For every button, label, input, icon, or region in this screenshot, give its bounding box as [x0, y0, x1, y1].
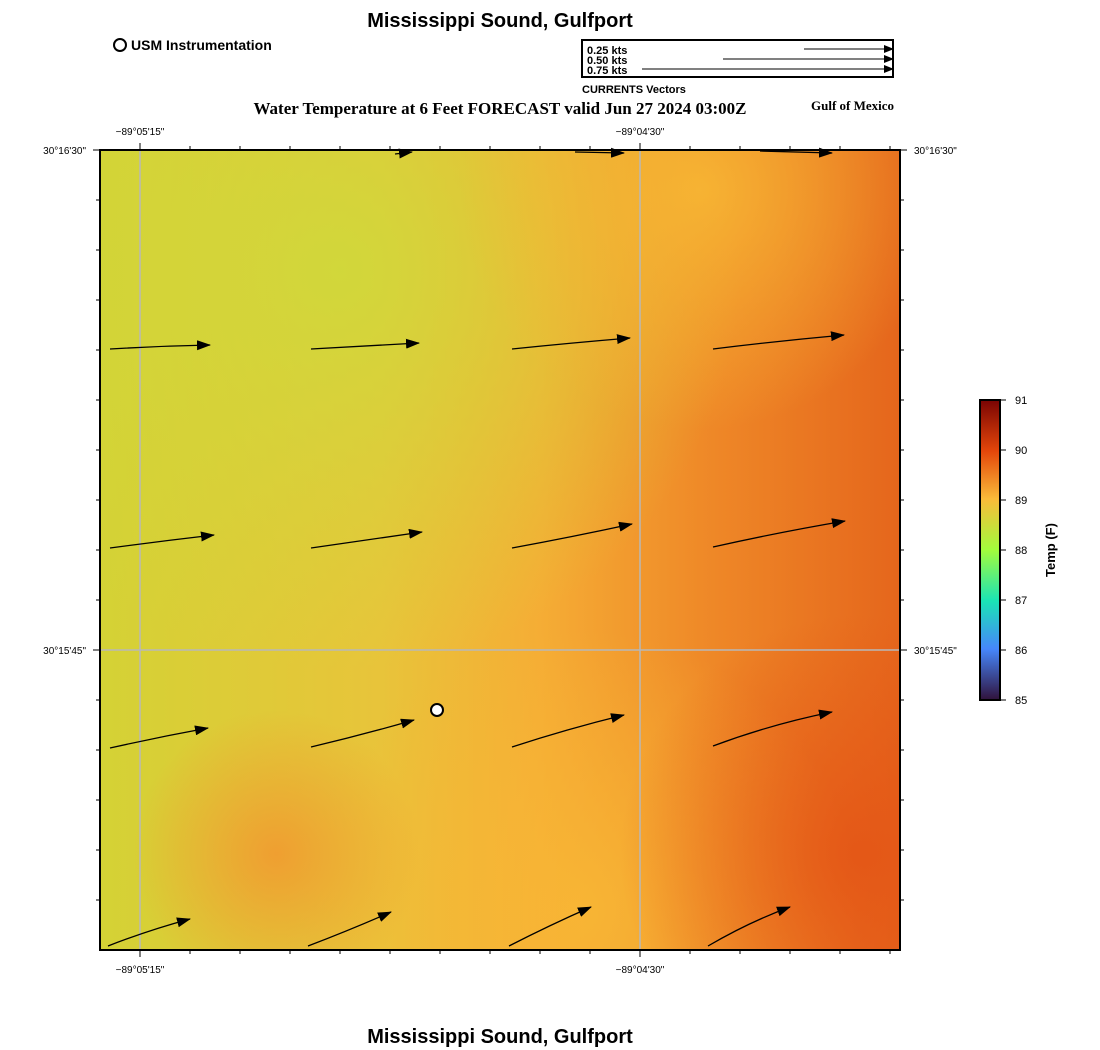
current-vector: [310, 338, 420, 350]
current-vector: [109, 725, 209, 749]
frame-ticks: [93, 143, 907, 957]
current-vectors: [107, 147, 846, 947]
map-subtitle: Water Temperature at 6 Feet FORECAST val…: [253, 99, 747, 118]
map-bottom-title: Mississippi Sound, Gulfport: [367, 1026, 633, 1048]
current-vector: [712, 331, 845, 350]
colorbar-tick-88: 88: [1015, 545, 1027, 557]
colorbar-tick-91: 91: [1015, 395, 1027, 407]
colorbar-tick-89: 89: [1015, 495, 1027, 507]
temperature-field: [100, 150, 900, 950]
vector-legend-label-1: 0.25 kts: [587, 45, 628, 57]
current-vector: [508, 906, 592, 947]
current-vector: [574, 147, 625, 158]
station-marker-icon: [113, 38, 127, 52]
current-vector: [107, 917, 191, 947]
current-vector: [307, 911, 392, 947]
current-vector: [511, 713, 625, 748]
current-vector: [712, 518, 846, 548]
current-vector: [511, 521, 633, 549]
colorbar-tick-90: 90: [1015, 445, 1027, 457]
current-vector: [310, 528, 423, 549]
station-legend: USM Instrumentation: [113, 37, 272, 53]
usm-station-marker: [430, 703, 444, 717]
colorbar-title: Temp (F): [1043, 523, 1058, 577]
current-vector: [394, 148, 413, 159]
colorbar: 91 90 89 88 87 86 85 Temp (F): [979, 395, 1058, 707]
lon-tick-bottom-2: −89°04'30": [616, 965, 665, 976]
lat-tick-right-2: 30°15'45": [914, 646, 957, 657]
current-vector: [511, 334, 631, 350]
lat-tick-left-2: 30°15'45": [43, 646, 86, 657]
vector-legend-box: 0.25 kts 0.50 kts 0.75 kts: [581, 39, 894, 78]
current-vector: [109, 340, 211, 351]
current-vector: [759, 147, 833, 158]
colorbar-tick-87: 87: [1015, 595, 1027, 607]
current-vector: [707, 906, 791, 947]
current-vector: [310, 718, 415, 748]
colorbar-tick-86: 86: [1015, 645, 1027, 657]
lon-tick-top-1: −89°05'15": [116, 127, 165, 138]
lat-tick-right-1: 30°16'30": [914, 146, 957, 157]
vector-legend-label-2: 0.50 kts: [587, 55, 628, 67]
graticule: [100, 150, 900, 950]
current-vector: [109, 531, 215, 549]
region-label: Gulf of Mexico: [811, 98, 895, 113]
lat-tick-left-1: 30°16'30": [43, 146, 86, 157]
colorbar-gradient: [979, 399, 1001, 701]
colorbar-tick-85: 85: [1015, 695, 1027, 707]
current-vector: [712, 709, 833, 747]
lon-tick-top-2: −89°04'30": [616, 127, 665, 138]
vector-legend-caption: CURRENTS Vectors: [582, 84, 686, 96]
lon-tick-bottom-1: −89°05'15": [116, 965, 165, 976]
vector-legend-arrows: [642, 45, 894, 73]
station-legend-label: USM Instrumentation: [131, 37, 272, 53]
vector-legend-label-3: 0.75 kts: [587, 65, 628, 77]
map-title: Mississippi Sound, Gulfport: [367, 10, 633, 32]
